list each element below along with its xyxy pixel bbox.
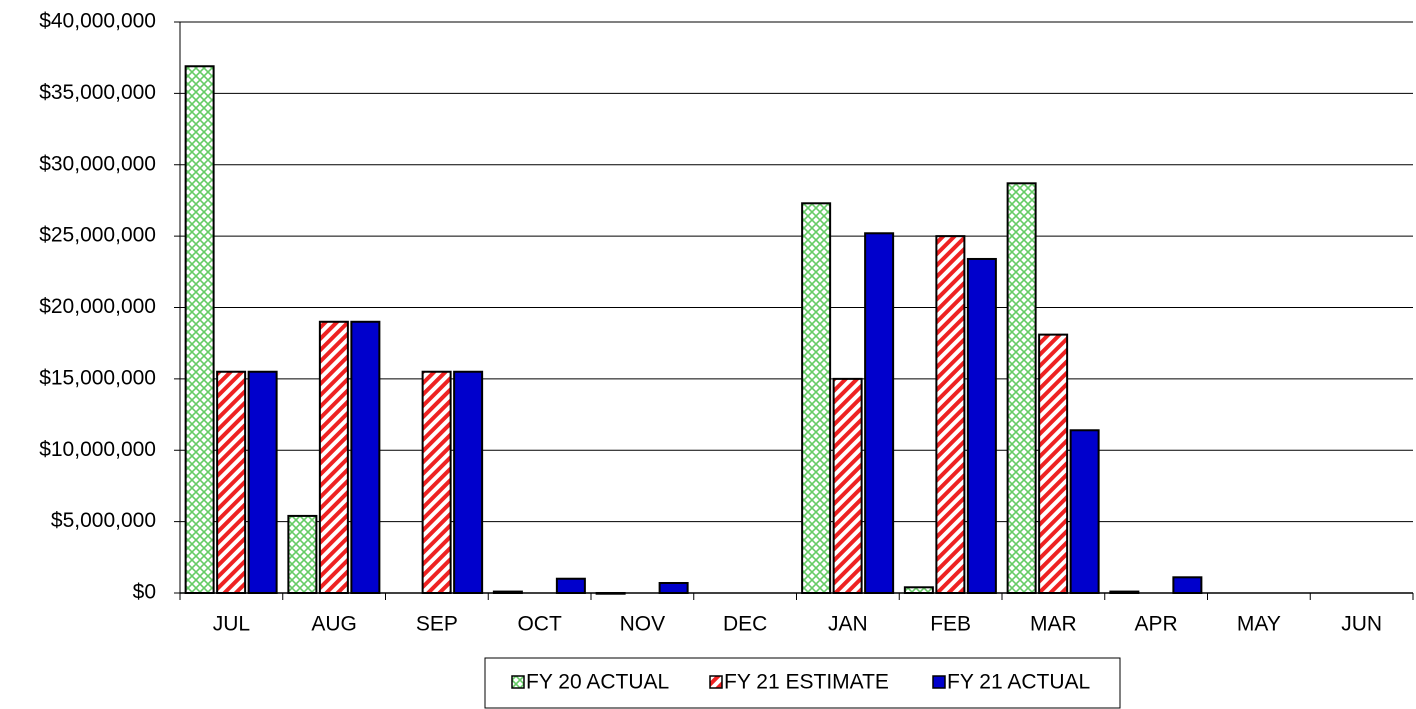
y-tick-label: $35,000,000	[39, 81, 156, 104]
x-tick-label: JAN	[828, 613, 868, 636]
x-tick-label: OCT	[517, 613, 562, 636]
bar	[1069, 429, 1100, 595]
y-tick-label: $15,000,000	[39, 366, 156, 389]
x-tick-label: MAY	[1237, 613, 1281, 636]
bar	[903, 586, 934, 594]
x-tick-label: FEB	[930, 613, 971, 636]
bar	[801, 202, 832, 594]
bar	[1172, 576, 1203, 594]
x-tick-label: SEP	[416, 613, 458, 636]
legend-box	[484, 657, 1121, 709]
bar	[453, 370, 484, 594]
y-tick-label: $5,000,000	[51, 509, 156, 532]
y-tick-label: $20,000,000	[39, 295, 156, 318]
x-tick-label: DEC	[723, 613, 767, 636]
legend-label: FY 21 ACTUAL	[947, 671, 1090, 694]
y-tick-label: $0	[133, 581, 156, 604]
bar	[421, 370, 452, 594]
bar	[1038, 333, 1069, 594]
y-tick-label: $40,000,000	[39, 10, 156, 33]
x-tick-label: AUG	[311, 613, 357, 636]
x-tick-label: MAR	[1030, 613, 1077, 636]
x-tick-label: APR	[1135, 613, 1178, 636]
bar	[935, 235, 966, 594]
bar	[184, 65, 215, 594]
bar	[350, 320, 381, 594]
legend-label: FY 21 ESTIMATE	[724, 671, 889, 694]
x-tick-label: JUN	[1341, 613, 1382, 636]
y-tick-label: $10,000,000	[39, 438, 156, 461]
y-tick-label: $25,000,000	[39, 224, 156, 247]
bar	[658, 582, 689, 595]
bar	[864, 232, 895, 595]
x-tick-label: JUL	[213, 613, 250, 636]
bar	[832, 377, 863, 594]
bar	[287, 514, 318, 594]
bar	[318, 320, 349, 594]
legend-swatch	[709, 675, 723, 689]
bar	[216, 370, 247, 594]
x-tick-label: NOV	[620, 613, 666, 636]
legend-swatch	[932, 675, 946, 689]
bar	[1006, 182, 1037, 594]
legend-swatch	[511, 675, 525, 689]
bar	[247, 370, 278, 594]
bar	[966, 257, 997, 594]
legend-label: FY 20 ACTUAL	[526, 671, 669, 694]
y-tick-label: $30,000,000	[39, 152, 156, 175]
bar	[555, 577, 586, 594]
